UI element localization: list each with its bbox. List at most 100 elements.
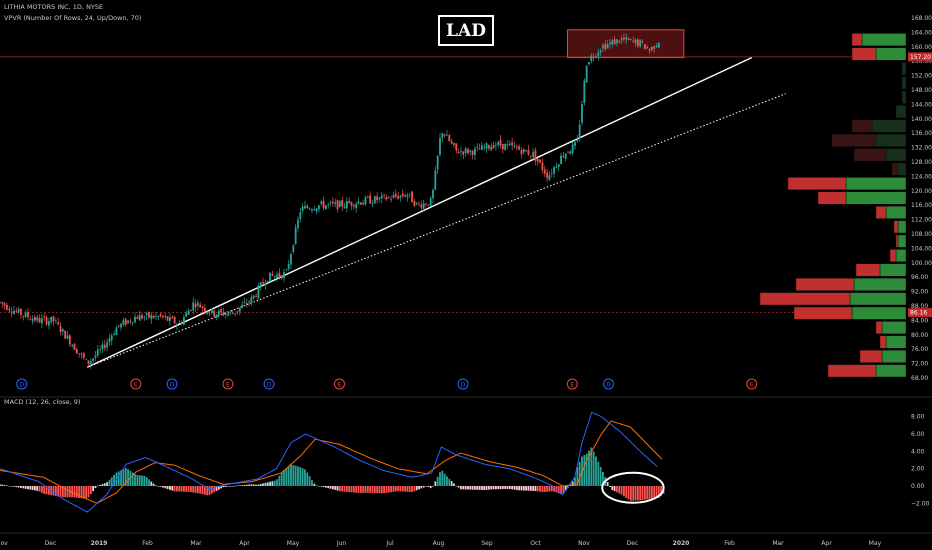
time-label-2: 2019: [91, 540, 108, 547]
macd-histogram-bar-184: [427, 486, 430, 487]
macd-tick-4: 6.00: [911, 431, 925, 438]
macd-histogram-bar-224: [520, 486, 523, 491]
candle-body-126: [292, 245, 295, 253]
macd-histogram-bar-176: [408, 486, 411, 492]
histogram-highlight-ellipse: [601, 471, 665, 504]
macd-histogram-bar-166: [385, 486, 388, 493]
candle-body-70: [162, 315, 164, 318]
macd-header: MACD (12, 26, close, 9): [4, 398, 81, 406]
price-tick-16: 132.00: [911, 145, 932, 152]
candle-body-148: [343, 206, 346, 209]
macd-histogram-bar-272: [632, 486, 635, 501]
candle-body-33: [75, 349, 78, 354]
macd-histogram-bar-101: [234, 485, 237, 487]
candle-body-157: [364, 197, 367, 205]
macd-histogram-bar-116: [269, 481, 271, 486]
candle-body-239: [555, 166, 558, 168]
price-axis: 68.00 72.00 76.00 80.00 84.00 88.00 92.00 96.00…: [906, 0, 932, 550]
macd-histogram-bar-232: [539, 486, 541, 492]
time-label-6: May: [287, 540, 300, 547]
vp-down-bar-13: [787, 177, 847, 190]
candle-body-76: [176, 324, 178, 326]
macd-histogram-bar-264: [613, 486, 616, 492]
candle-body-115: [266, 280, 269, 283]
earnings-marker-2: [334, 378, 345, 390]
macd-histogram-bar-136: [315, 485, 318, 487]
vp-up-bar-16: [875, 133, 907, 147]
vp-up-bar-2: [885, 335, 907, 349]
macd-histogram-bar-85: [196, 486, 199, 494]
macd-histogram-bar-261: [606, 481, 609, 486]
candle-body-275: [639, 39, 642, 47]
macd-histogram-bar-47: [108, 479, 111, 486]
candle-body-224: [520, 150, 523, 155]
candle-body-235: [546, 172, 548, 179]
macd-histogram-bar-38: [87, 486, 90, 498]
candle-body-8: [17, 308, 20, 313]
macd-histogram-bar-242: [562, 486, 565, 494]
candle-body-135: [313, 209, 316, 211]
candle-body-199: [462, 151, 465, 155]
macd-histogram-bar-215: [499, 486, 502, 490]
macd-histogram-bar-37: [85, 486, 88, 499]
candle-body-220: [511, 142, 514, 146]
macd-histogram-bar-227: [527, 486, 530, 491]
vp-down-bar-14: [891, 162, 899, 176]
candle-body-172: [399, 195, 402, 198]
candle-body-61: [141, 314, 143, 319]
candle-body-195: [453, 143, 455, 145]
ticker-label-box: LAD: [438, 15, 494, 46]
candle-body-145: [336, 200, 339, 210]
candle-body-247: [574, 142, 576, 146]
macd-histogram-bar-263: [611, 486, 614, 491]
macd-histogram-bar-14: [31, 486, 34, 491]
candle-body-265: [616, 39, 618, 44]
macd-histogram-bar-83: [192, 486, 195, 493]
macd-histogram-bar-79: [183, 486, 185, 492]
candle-body-202: [469, 150, 472, 152]
candle-body-246: [571, 144, 574, 153]
candle-body-66: [152, 315, 155, 318]
macd-histogram-bar-254: [590, 447, 593, 486]
macd-histogram-bar-238: [553, 486, 555, 492]
macd-histogram-bar-119: [276, 479, 278, 486]
macd-histogram-bar-65: [150, 481, 153, 486]
candle-body-233: [541, 162, 544, 170]
macd-histogram-bar-269: [625, 486, 628, 498]
macd-histogram-bar-217: [504, 486, 507, 490]
candle-body-238: [553, 167, 555, 174]
candle-body-147: [341, 200, 344, 207]
macd-histogram-bar-185: [429, 486, 432, 489]
earnings-marker-label-2: E: [338, 382, 342, 389]
candle-body-52: [120, 323, 122, 328]
macd-histogram-bar-117: [271, 481, 274, 486]
dividend-marker-3: [457, 378, 469, 390]
candle-body-212: [492, 144, 495, 149]
candle-body-230: [534, 150, 537, 161]
time-label-7: Jun: [336, 540, 347, 547]
dividend-marker-label-2: D: [267, 382, 272, 389]
candle-body-262: [609, 42, 611, 45]
candle-body-159: [369, 195, 372, 204]
price-axis-background: [906, 0, 932, 550]
vp-up-bar-14: [897, 162, 907, 176]
macd-histogram-bar-235: [546, 486, 548, 492]
macd-histogram-bar-27: [61, 486, 64, 498]
candle-body-249: [578, 124, 581, 140]
candle-body-211: [490, 146, 493, 151]
candle-body-142: [329, 202, 332, 204]
candle-body-45: [103, 344, 106, 349]
macd-histogram-bar-137: [318, 485, 320, 487]
macd-histogram-bar-13: [29, 486, 32, 490]
macd-histogram-bar-154: [357, 486, 360, 493]
candle-body-164: [380, 195, 383, 199]
candle-body-279: [648, 49, 651, 51]
macd-histogram-bar-45: [103, 483, 106, 486]
macd-histogram-bar-231: [536, 486, 539, 492]
candle-body-81: [187, 310, 190, 315]
macd-histogram-bar-78: [180, 486, 183, 492]
macd-histogram-bar-25: [57, 486, 60, 497]
macd-histogram-bar-199: [462, 486, 465, 490]
candle-body-264: [613, 39, 616, 45]
macd-histogram-bar-123: [285, 468, 288, 486]
